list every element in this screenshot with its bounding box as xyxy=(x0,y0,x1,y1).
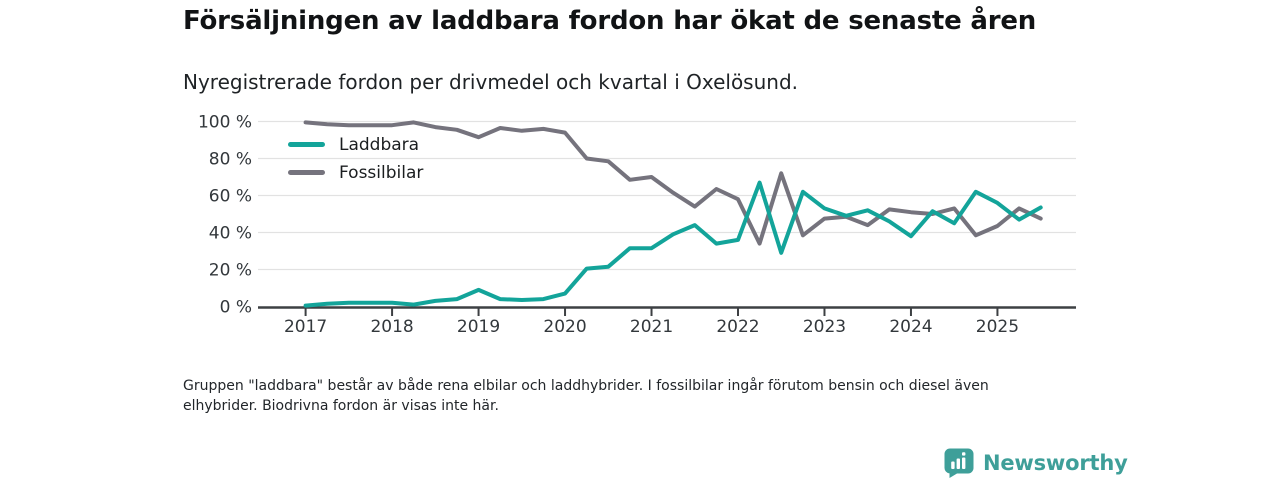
y-tick-label: 60 % xyxy=(209,187,252,207)
x-tick-label: 2020 xyxy=(543,317,586,337)
chart-legend: Laddbara Fossilbilar xyxy=(288,134,423,183)
x-tick-label: 2022 xyxy=(716,317,759,337)
x-tick-label: 2021 xyxy=(630,317,673,337)
x-tick-label: 2018 xyxy=(370,317,413,337)
x-tick-label: 2023 xyxy=(803,317,846,337)
y-tick-label: 40 % xyxy=(209,224,252,244)
laddbara-line xyxy=(303,180,1043,308)
y-tick-label: 100 % xyxy=(198,113,252,133)
x-tick-label: 2024 xyxy=(889,317,932,337)
y-tick-label: 20 % xyxy=(209,261,252,281)
fossilbilar-line xyxy=(303,120,1043,246)
legend-item-laddbara: Laddbara xyxy=(288,134,423,155)
fossilbilar-swatch xyxy=(288,170,325,175)
legend-label-laddbara: Laddbara xyxy=(339,134,420,155)
newsworthy-logo-link[interactable]: Newsworthy xyxy=(943,447,1128,479)
x-tick-label: 2019 xyxy=(457,317,500,337)
chart-footnote: Gruppen "laddbara" består av både rena e… xyxy=(183,378,989,414)
chart-subtitle: Nyregistrerade fordon per drivmedel och … xyxy=(183,70,798,94)
legend-item-fossilbilar: Fossilbilar xyxy=(288,162,423,183)
x-tick-label: 2025 xyxy=(976,317,1019,337)
bar-chart-pin-icon xyxy=(944,448,974,478)
x-tick-label: 2017 xyxy=(284,317,327,337)
laddbara-swatch xyxy=(288,142,325,147)
legend-label-fossilbilar: Fossilbilar xyxy=(339,162,424,183)
y-tick-label: 0 % xyxy=(220,298,252,318)
newsworthy-wordmark: Newsworthy xyxy=(983,451,1128,475)
chart-title: Försäljningen av laddbara fordon har öka… xyxy=(183,6,1037,36)
y-tick-label: 80 % xyxy=(209,150,252,170)
